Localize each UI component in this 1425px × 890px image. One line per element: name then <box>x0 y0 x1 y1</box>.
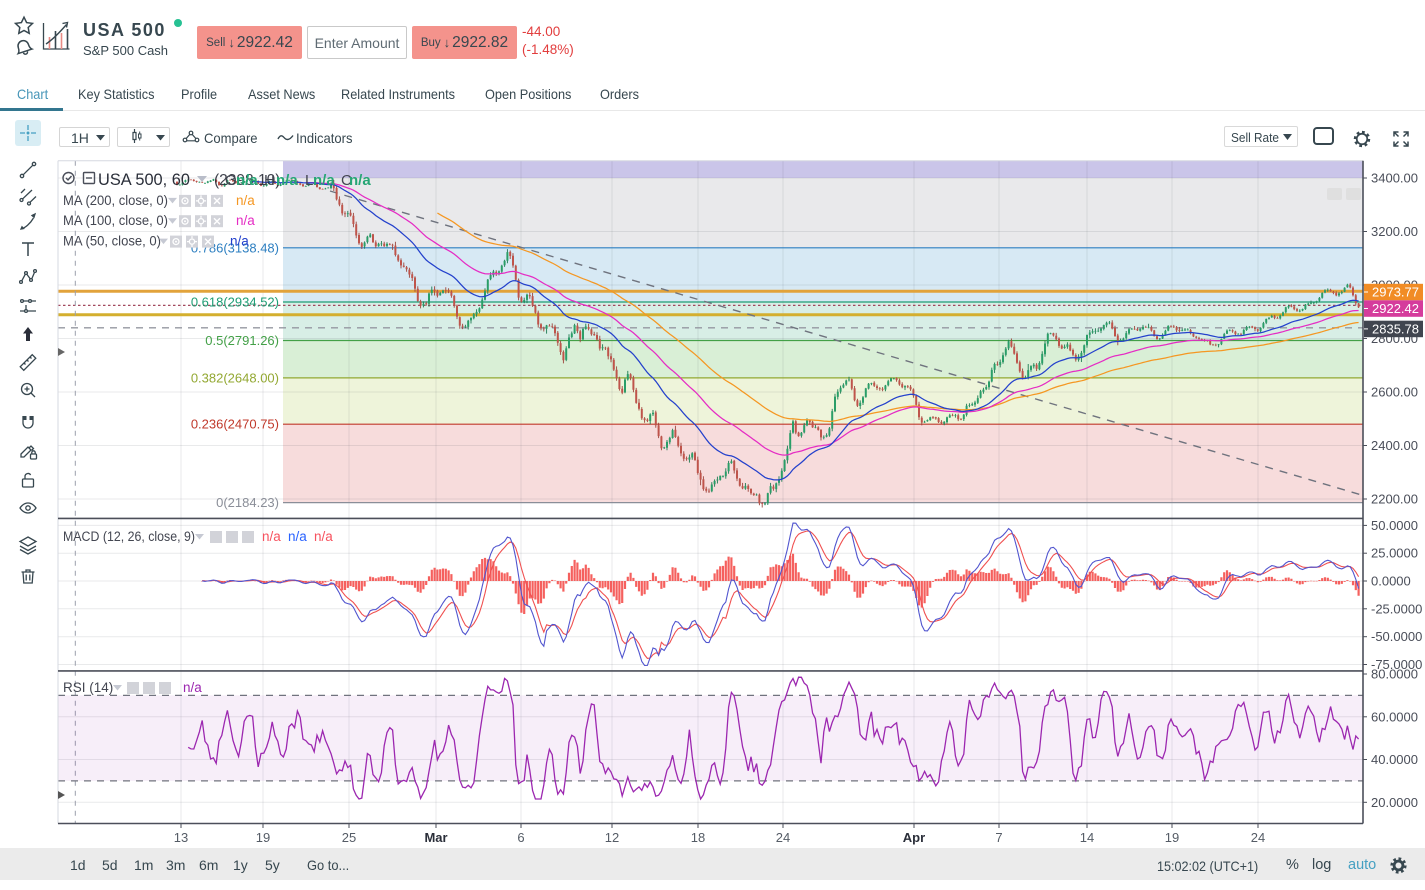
svg-text:7: 7 <box>995 830 1002 845</box>
svg-text:H: H <box>264 172 275 189</box>
svg-text:MACD (12, 26, close, 9): MACD (12, 26, close, 9) <box>63 529 195 544</box>
svg-text:14: 14 <box>1080 830 1094 845</box>
svg-text:USA 500, 60: USA 500, 60 <box>98 170 190 189</box>
svg-text:L: L <box>305 172 313 189</box>
svg-text:(2398.10): (2398.10) <box>214 172 280 189</box>
svg-text:n/a: n/a <box>314 529 333 544</box>
svg-text:2400.00: 2400.00 <box>1371 438 1418 453</box>
svg-text:3400.00: 3400.00 <box>1371 171 1418 186</box>
svg-text:n/a: n/a <box>313 172 335 189</box>
svg-text:O: O <box>225 172 237 189</box>
svg-text:n/a: n/a <box>288 529 307 544</box>
svg-text:n/a: n/a <box>276 172 298 189</box>
svg-text:n/a: n/a <box>183 680 202 695</box>
svg-text:2600.00: 2600.00 <box>1371 385 1418 400</box>
svg-text:Mar: Mar <box>424 830 447 845</box>
svg-text:-75.0000: -75.0000 <box>1371 657 1422 672</box>
svg-text:n/a: n/a <box>236 172 258 189</box>
svg-text:n/a: n/a <box>236 213 255 228</box>
svg-text:MA (200, close, 0): MA (200, close, 0) <box>63 193 168 208</box>
svg-text:-25.0000: -25.0000 <box>1371 601 1422 616</box>
svg-text:24: 24 <box>1251 830 1265 845</box>
svg-text:0.0000: 0.0000 <box>1371 574 1411 589</box>
svg-text:0.618(2934.52): 0.618(2934.52) <box>191 295 279 310</box>
svg-text:25: 25 <box>342 830 356 845</box>
svg-text:2973.77: 2973.77 <box>1372 285 1419 300</box>
svg-text:0.236(2470.75): 0.236(2470.75) <box>191 417 279 432</box>
svg-text:-50.0000: -50.0000 <box>1371 629 1422 644</box>
svg-text:2200.00: 2200.00 <box>1371 492 1418 507</box>
svg-text:0(2184.23): 0(2184.23) <box>216 495 279 510</box>
svg-text:n/a: n/a <box>262 529 281 544</box>
svg-text:24: 24 <box>776 830 790 845</box>
svg-text:2835.78: 2835.78 <box>1372 321 1419 336</box>
svg-text:40.0000: 40.0000 <box>1371 752 1418 767</box>
svg-text:19: 19 <box>1165 830 1179 845</box>
svg-text:80.0000: 80.0000 <box>1371 667 1418 682</box>
svg-text:0.382(2648.00): 0.382(2648.00) <box>191 370 279 385</box>
svg-text:MA (50, close, 0): MA (50, close, 0) <box>63 234 161 249</box>
svg-text:50.0000: 50.0000 <box>1371 518 1418 533</box>
svg-text:0.5(2791.26): 0.5(2791.26) <box>205 333 279 348</box>
svg-text:C: C <box>341 172 352 189</box>
svg-text:25.0000: 25.0000 <box>1371 546 1418 561</box>
svg-text:6: 6 <box>517 830 524 845</box>
svg-text:60.0000: 60.0000 <box>1371 709 1418 724</box>
svg-text:20.0000: 20.0000 <box>1371 795 1418 810</box>
svg-text:19: 19 <box>256 830 270 845</box>
svg-text:n/a: n/a <box>349 172 371 189</box>
svg-text:MA (100, close, 0): MA (100, close, 0) <box>63 213 168 228</box>
svg-text:n/a: n/a <box>230 234 249 249</box>
svg-text:Apr: Apr <box>903 830 925 845</box>
svg-text:n/a: n/a <box>236 193 255 208</box>
svg-text:12: 12 <box>605 830 619 845</box>
svg-text:3200.00: 3200.00 <box>1371 224 1418 239</box>
svg-text:2922.42: 2922.42 <box>1372 301 1419 316</box>
svg-text:13: 13 <box>174 830 188 845</box>
svg-text:RSI (14): RSI (14) <box>63 680 113 695</box>
svg-text:18: 18 <box>691 830 705 845</box>
